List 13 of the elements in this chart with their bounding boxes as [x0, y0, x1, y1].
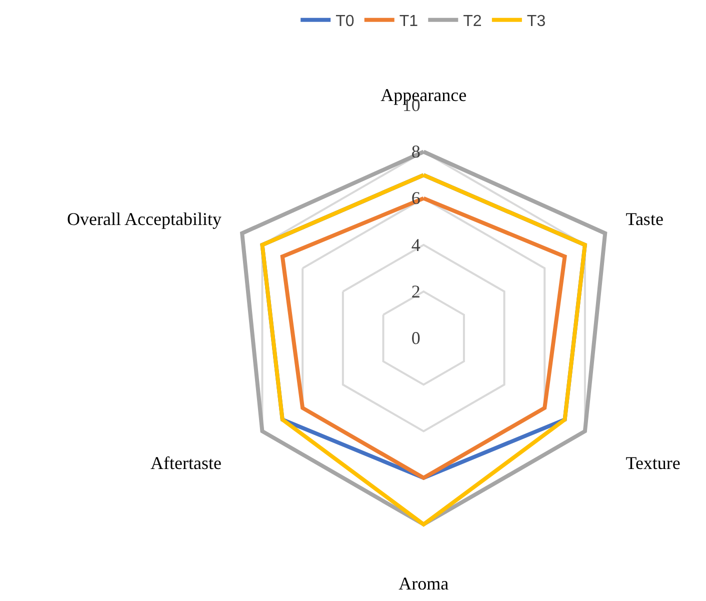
spoke-label: Aroma [398, 573, 449, 594]
y-tick-label: 4 [411, 234, 420, 255]
spoke-label: Aftertaste [150, 453, 222, 474]
y-tick-label: 8 [411, 142, 420, 162]
spoke-label: Texture [626, 453, 680, 474]
legend-label: T3 [526, 13, 546, 30]
legend-label: T2 [463, 13, 482, 30]
legend-label: T0 [336, 13, 354, 30]
y-tick-label: 2 [411, 281, 420, 302]
legend-label: T1 [399, 13, 418, 30]
spoke-label: Overall Acceptability [67, 209, 222, 230]
spoke-label: Taste [626, 209, 664, 230]
y-tick-label: 0 [411, 328, 420, 348]
